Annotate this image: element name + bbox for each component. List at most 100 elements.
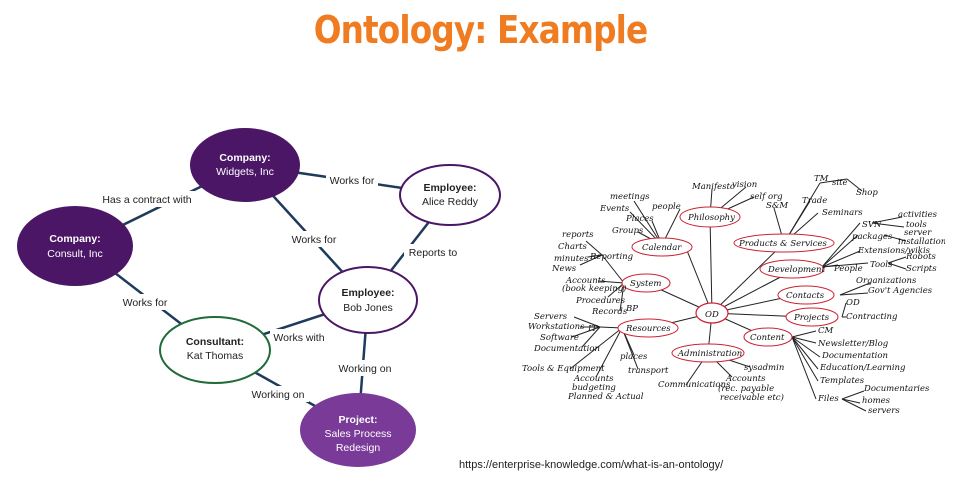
leaf-homes: homes	[862, 396, 891, 406]
node-project-type: Project:	[338, 414, 377, 426]
leaf-servers-files: servers	[868, 406, 900, 415]
node-kat-type: Consultant:	[186, 336, 244, 348]
leaf-contracting: Contracting	[846, 312, 898, 322]
leaf-accounts-sys: Accounts	[565, 276, 606, 286]
edge-label-bob-works-for: Works for	[292, 234, 337, 246]
branch-contacts: Contacts	[786, 291, 825, 301]
leaf-software: Software	[540, 333, 579, 343]
node-bob-name: Bob Jones	[343, 302, 393, 314]
leaf-records: Records	[591, 307, 628, 317]
leaf-tm: TM	[814, 174, 829, 184]
edge-label-kat-works-for: Works for	[123, 297, 168, 309]
node-consult-name: Consult, Inc	[47, 248, 102, 260]
leaf-accounts-admin-note2: receivable etc)	[720, 392, 784, 403]
edge-label-reports-to: Reports to	[409, 247, 458, 259]
node-widgets-type: Company:	[219, 152, 270, 164]
leaf-self-org: self org	[750, 192, 783, 202]
edge-label-alice-works-for: Works for	[330, 175, 375, 187]
hand-drawn-mindmap: OD Philosophy Calendar Products & Servic…	[522, 165, 945, 415]
leaf-minutes: minutes	[554, 254, 589, 264]
leaf-places-res: places	[620, 352, 648, 362]
leaf-activities: activities	[898, 210, 938, 220]
leaf-planned-actual: Planned & Actual	[567, 392, 644, 402]
leaf-reporting: Reporting	[589, 252, 634, 262]
branch-content: Content	[750, 333, 785, 343]
leaf-tools-dev: Tools	[870, 260, 893, 270]
node-kat-name: Kat Thomas	[187, 350, 243, 362]
leaf-documentaries: Documentaries	[863, 384, 930, 394]
leaf-communications: Communications	[658, 380, 731, 390]
leaf-sysadmin: sysadmin	[744, 363, 784, 373]
node-project-name-line2: Redesign	[336, 442, 381, 454]
branch-resources: Resources	[625, 324, 671, 334]
leaf-places-cal: Places	[625, 214, 654, 224]
node-project[interactable]: Project: Sales Process Redesign	[300, 393, 416, 467]
leaf-manifesto: Manifesto	[691, 182, 735, 192]
leaf-docs-res: Documentation	[533, 344, 600, 354]
leaf-robots: Robots	[905, 252, 936, 262]
leaf-svn: SVN	[862, 220, 882, 230]
branch-products: Products & Services	[738, 239, 828, 249]
edge-label-kat-working-on: Working on	[252, 389, 305, 401]
leaf-govt-agencies: Gov't Agencies	[868, 286, 933, 296]
leaf-extensions: Extensions/wikis	[857, 246, 931, 256]
source-link[interactable]: https://enterprise-knowledge.com/what-is…	[459, 459, 724, 471]
node-consult[interactable]: Company: Consult, Inc	[17, 206, 133, 286]
leaf-vision: vision	[732, 180, 757, 190]
leaf-server: server	[904, 228, 932, 238]
leaf-trade: Trade	[802, 196, 827, 206]
leaf-meetings: meetings	[610, 192, 650, 202]
node-alice[interactable]: Employee: Alice Reddy	[399, 164, 501, 226]
branch-calendar: Calendar	[642, 243, 682, 253]
mindmap-center: OD	[705, 310, 719, 320]
leaf-servers-res: Servers	[534, 312, 568, 322]
leaf-seminars: Seminars	[822, 208, 863, 218]
node-consult-type: Company:	[49, 233, 100, 245]
leaf-accounts-sys-note: (book keeping)	[562, 283, 626, 294]
leaf-tools-svn: tools	[906, 220, 927, 230]
leaf-accounts-res: Accounts	[573, 374, 614, 384]
branch-philosophy: Philosophy	[687, 213, 735, 223]
leaf-news: News	[551, 264, 577, 274]
leaf-it: IT	[587, 324, 598, 334]
edge-label-works-with: Works with	[273, 332, 324, 344]
leaf-templates: Templates	[820, 376, 865, 386]
leaf-charts: Charts	[558, 242, 588, 252]
node-alice-name: Alice Reddy	[422, 196, 479, 208]
node-project-name-line1: Sales Process	[324, 428, 391, 440]
leaf-reports: reports	[562, 230, 594, 240]
branch-administration: Administration	[677, 349, 742, 359]
leaf-scripts: Scripts	[906, 264, 937, 274]
leaf-files: Files	[817, 394, 839, 404]
branch-projects: Projects	[793, 313, 830, 323]
leaf-site: site	[832, 178, 848, 188]
node-kat[interactable]: Consultant: Kat Thomas	[159, 316, 271, 384]
leaf-education: Education/Learning	[819, 363, 906, 373]
node-widgets-name: Widgets, Inc	[216, 166, 274, 178]
mindmap-svg: OD Philosophy Calendar Products & Servic…	[522, 174, 945, 415]
leaf-cm: CM	[818, 326, 834, 336]
leaf-tools-equipment: Tools & Equipment	[522, 364, 605, 374]
leaf-installation: installation	[898, 237, 945, 247]
leaf-newsletter: Newsletter/Blog	[817, 339, 889, 349]
leaf-accounts-admin: Accounts	[725, 374, 766, 384]
leaf-procedures: Procedures	[575, 296, 626, 306]
leaf-budgeting: budgeting	[572, 383, 616, 393]
leaf-sm: S&M	[766, 201, 788, 211]
node-bob[interactable]: Employee: Bob Jones	[318, 266, 418, 334]
leaf-groups: Groups	[612, 226, 644, 236]
branch-development: Development	[767, 265, 826, 275]
edge-label-bob-working-on: Working on	[339, 363, 392, 375]
leaf-documentation: Documentation	[821, 351, 888, 361]
leaf-bp: BP	[625, 304, 638, 314]
leaf-events: Events	[599, 204, 630, 214]
leaf-people-cal: people	[652, 202, 681, 212]
node-widgets[interactable]: Company: Widgets, Inc	[190, 128, 300, 202]
leaf-workstations: Workstations	[528, 322, 585, 332]
leaf-people-dev: People	[833, 264, 863, 274]
page-title: Ontology: Example	[313, 8, 648, 52]
edge-label-has-contract: Has a contract with	[102, 194, 191, 206]
leaf-accounts-admin-note: (rec. payable	[718, 383, 774, 394]
leaf-shop: Shop	[856, 188, 878, 198]
